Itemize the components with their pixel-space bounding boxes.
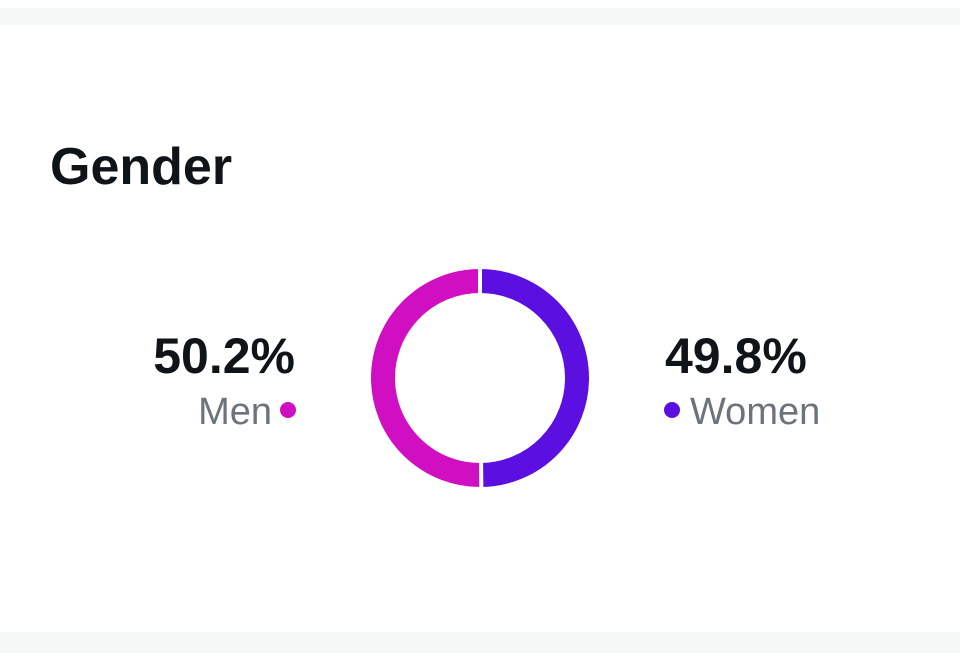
donut-segment <box>478 264 593 492</box>
legend-label: Women <box>690 391 820 433</box>
value-label: 50.2% <box>153 328 295 384</box>
legend-dot <box>664 402 680 418</box>
top-divider <box>0 8 960 25</box>
donut-segment <box>366 264 484 491</box>
bottom-divider <box>0 632 960 653</box>
legend-dot <box>280 402 296 418</box>
chart-title: Gender <box>50 138 232 196</box>
value-label: 49.8% <box>665 328 807 384</box>
legend-label: Men <box>198 391 272 433</box>
